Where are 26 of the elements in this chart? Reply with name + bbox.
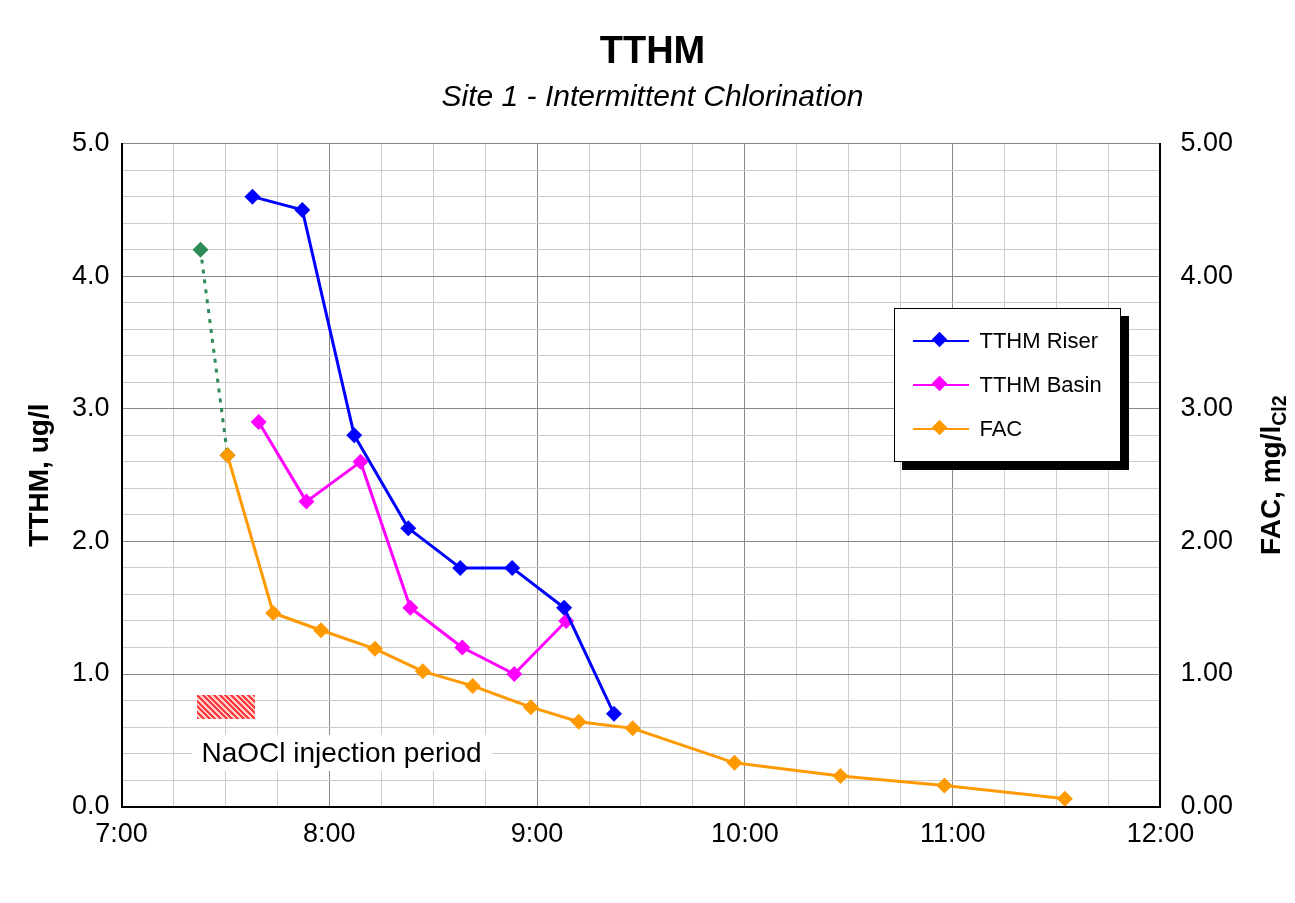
y2-tick-label: 5.00 xyxy=(1180,127,1234,158)
legend-label: TTHM Riser xyxy=(979,328,1098,355)
y-tick-label: 2.0 xyxy=(71,524,110,555)
y2-tick-label: 3.00 xyxy=(1180,392,1234,423)
chart-title: TTHM xyxy=(599,29,706,72)
y2-axis-title: FAC, mg/lCl2 xyxy=(1254,395,1290,555)
y-tick-label: 1.0 xyxy=(71,657,110,688)
chart-subtitle: Site 1 - Intermittent Chlorination xyxy=(441,78,864,112)
annotation: NaOCl injection period xyxy=(191,734,492,771)
y-axis-title: TTHM, ug/l xyxy=(22,403,54,547)
x-tick-label: 8:00 xyxy=(303,818,356,849)
x-tick-label: 7:00 xyxy=(95,818,148,849)
x-tick-label: 11:00 xyxy=(919,818,986,849)
y-tick-label: 3.0 xyxy=(71,392,110,423)
y2-tick-label: 2.00 xyxy=(1180,524,1234,555)
y2-tick-label: 4.00 xyxy=(1180,259,1234,290)
y2-tick-label: 1.00 xyxy=(1180,657,1234,688)
legend-label: TTHM Basin xyxy=(979,372,1102,399)
x-tick-label: 9:00 xyxy=(510,818,564,849)
y-tick-label: 5.0 xyxy=(71,127,110,158)
y-tick-label: 0.0 xyxy=(71,790,110,821)
y2-tick-label: 0.00 xyxy=(1180,790,1234,821)
legend-label: FAC xyxy=(979,416,1023,443)
x-tick-label: 10:00 xyxy=(711,818,779,849)
x-tick-label: 12:00 xyxy=(1126,818,1195,849)
y-tick-label: 4.0 xyxy=(71,259,110,290)
